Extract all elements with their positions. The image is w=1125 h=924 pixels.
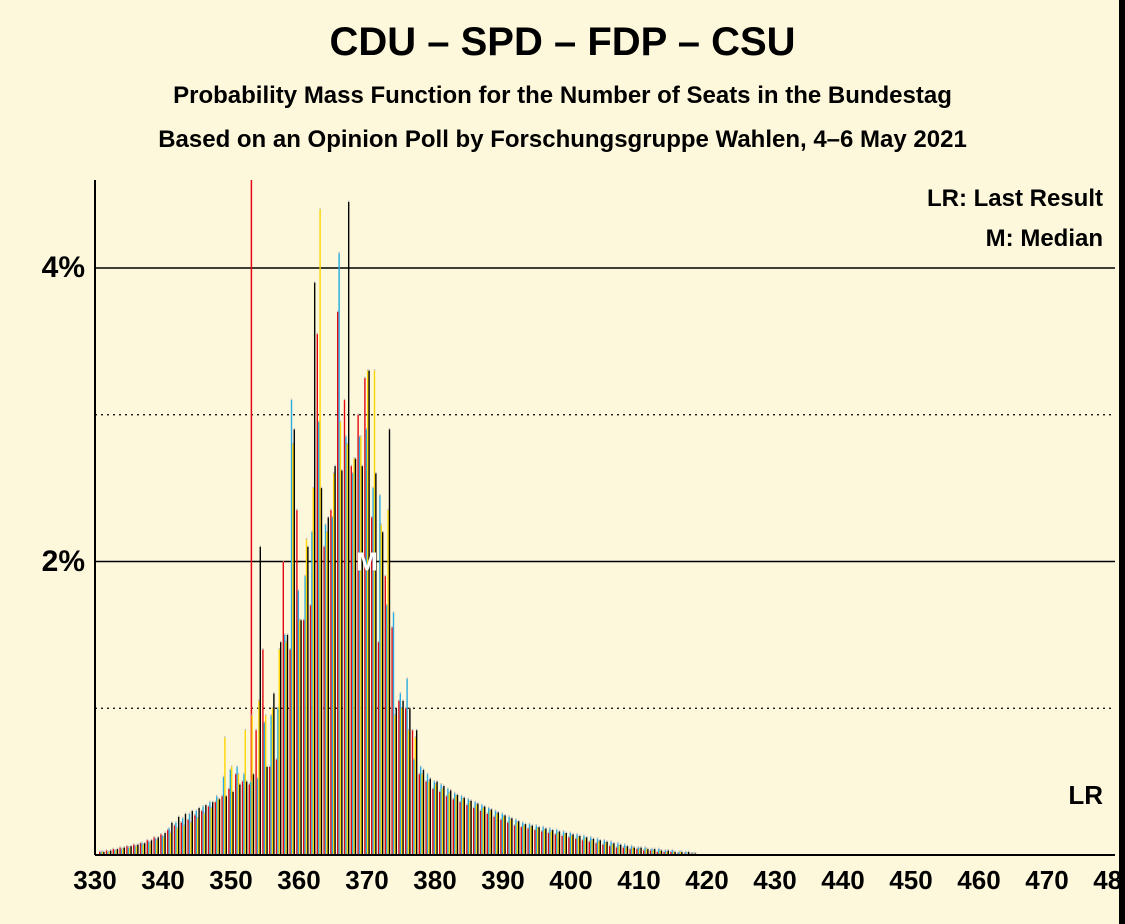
pmf-chart xyxy=(0,0,1125,924)
x-tick-label: 420 xyxy=(685,865,728,896)
y-tick-label: 4% xyxy=(5,251,85,285)
x-tick-label: 390 xyxy=(481,865,524,896)
x-tick-label: 400 xyxy=(549,865,592,896)
x-tick-label: 360 xyxy=(277,865,320,896)
x-tick-label: 350 xyxy=(209,865,252,896)
x-tick-label: 430 xyxy=(753,865,796,896)
x-tick-label: 480 xyxy=(1093,865,1125,896)
x-tick-label: 410 xyxy=(617,865,660,896)
x-tick-label: 340 xyxy=(141,865,184,896)
lr-axis-label: LR xyxy=(1068,780,1103,811)
x-tick-label: 460 xyxy=(957,865,1000,896)
y-tick-label: 2% xyxy=(5,545,85,579)
x-tick-label: 470 xyxy=(1025,865,1068,896)
x-tick-label: 380 xyxy=(413,865,456,896)
x-tick-label: 450 xyxy=(889,865,932,896)
median-marker-label: M xyxy=(356,546,378,577)
x-tick-label: 440 xyxy=(821,865,864,896)
x-tick-label: 370 xyxy=(345,865,388,896)
x-tick-label: 330 xyxy=(73,865,116,896)
